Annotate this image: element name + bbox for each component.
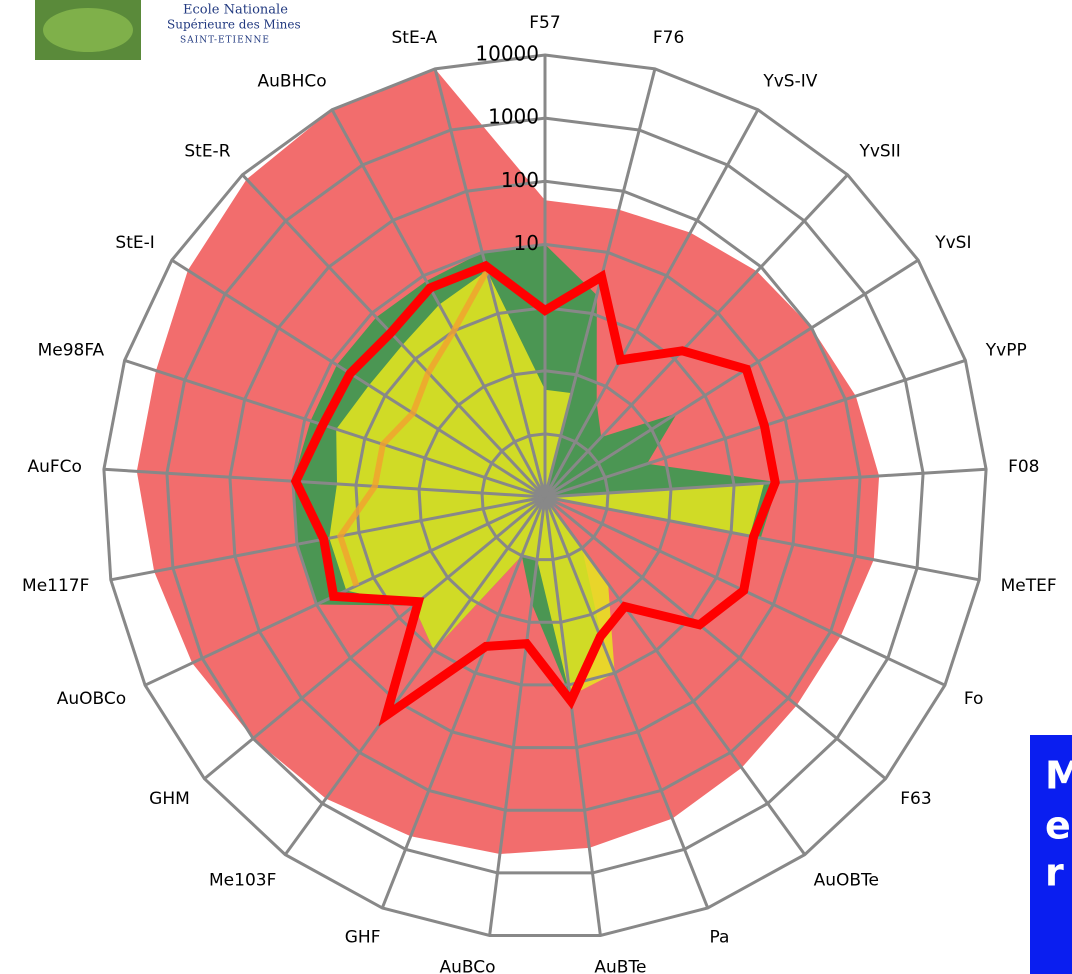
- category-label: AuOBCo: [57, 689, 126, 709]
- spoke: [544, 495, 887, 780]
- line: [336, 269, 490, 587]
- category-label: StE-I: [115, 233, 154, 253]
- category-label: StE-A: [392, 28, 438, 48]
- spoke: [380, 496, 547, 909]
- category-label: F76: [653, 28, 684, 48]
- spoke: [543, 496, 710, 909]
- spoke: [433, 68, 547, 498]
- spoke: [544, 258, 919, 499]
- y-tick-label: 10: [514, 231, 539, 255]
- logo-text: Ecole Nationale: [183, 3, 288, 18]
- category-label: YvPP: [985, 341, 1027, 361]
- category-label: AuFCo: [27, 457, 81, 477]
- spoke: [124, 358, 546, 499]
- category-label: GHM: [149, 789, 190, 809]
- category-label: AuBHCo: [258, 72, 327, 92]
- grid-ring: [102, 53, 988, 937]
- category-label: F63: [900, 789, 931, 809]
- logo-leaf: [43, 8, 133, 52]
- grid-ring: [291, 242, 799, 750]
- grid-ring: [480, 432, 610, 562]
- spoke: [543, 496, 807, 856]
- spoke: [283, 496, 547, 856]
- spoke: [144, 495, 546, 687]
- category-label: F57: [529, 13, 560, 33]
- category-label: Me103F: [209, 870, 276, 890]
- logo-text: SAINT-ETIENNE: [180, 36, 270, 46]
- category-label: YvS-IV: [762, 72, 817, 92]
- spoke: [544, 467, 987, 499]
- category-label: Me98FA: [38, 341, 105, 361]
- banner-text: e: [1045, 804, 1071, 848]
- spoke: [488, 496, 547, 936]
- grid-ring: [165, 116, 925, 875]
- banner-text: r: [1045, 851, 1064, 895]
- category-label: AuBTe: [594, 957, 646, 974]
- category-label: StE-R: [184, 141, 230, 161]
- y-tick-label: 100: [501, 168, 539, 192]
- spoke: [103, 467, 546, 499]
- category-label: AuOBTe: [814, 870, 879, 890]
- spoke: [543, 496, 602, 936]
- spoke: [544, 358, 966, 499]
- grid-ring: [354, 306, 736, 687]
- category-label: AuBCo: [440, 957, 496, 974]
- spoke: [330, 108, 547, 498]
- banner-box: [1030, 735, 1072, 974]
- spoke: [203, 495, 546, 780]
- spoke: [543, 108, 760, 498]
- spoke: [171, 258, 546, 499]
- spoke: [543, 173, 849, 499]
- category-label: F08: [1008, 457, 1039, 477]
- category-label: Fo: [964, 689, 984, 709]
- line: [290, 260, 780, 727]
- logo-text: Supérieure des Mines: [167, 18, 301, 32]
- category-label: YvSI: [934, 233, 971, 253]
- grid-ring: [417, 369, 673, 624]
- y-tick-label: 10000: [475, 42, 539, 66]
- category-label: YvSII: [858, 141, 900, 161]
- category-label: Me117F: [22, 576, 89, 596]
- area: [329, 270, 765, 696]
- spoke: [544, 495, 980, 582]
- grid-ring: [228, 179, 862, 812]
- category-label: Pa: [709, 928, 729, 948]
- category-label: GHF: [345, 928, 381, 948]
- banner-text: M: [1045, 754, 1072, 798]
- y-tick-label: 1000: [488, 105, 539, 129]
- category-label: MeTEF: [1001, 576, 1057, 596]
